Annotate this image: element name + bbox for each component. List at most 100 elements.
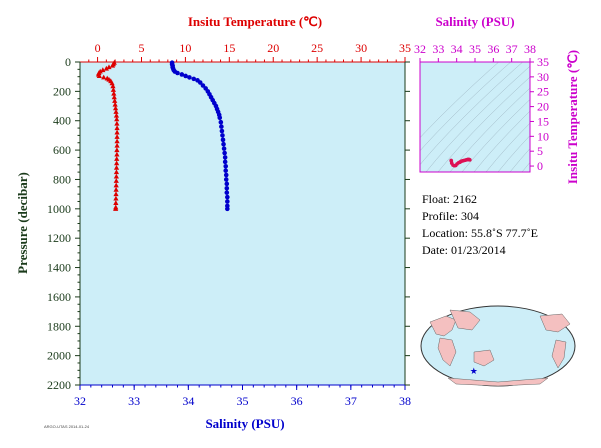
ts-density-contour xyxy=(420,62,512,152)
temperature-point xyxy=(113,200,119,205)
pressure-tick-label: 1800 xyxy=(47,319,71,333)
salinity-point xyxy=(222,155,228,160)
salinity-point xyxy=(223,168,229,173)
temperature-point xyxy=(100,67,106,73)
temperature-tick-label: 20 xyxy=(267,41,279,55)
salinity-point xyxy=(224,190,230,195)
ts-temperature-tick-label: 15 xyxy=(537,114,549,128)
salinity-point xyxy=(217,115,223,121)
temperature-point xyxy=(103,65,109,71)
profile-plot-area xyxy=(80,62,405,385)
temperature-point xyxy=(112,101,118,107)
date-label: Date: xyxy=(422,243,448,257)
ts-density-contour xyxy=(485,122,530,172)
salinity-point xyxy=(191,76,197,82)
ts-salinity-tick-label: 35 xyxy=(469,42,481,56)
temperature-point xyxy=(113,206,119,211)
temperature-point xyxy=(114,156,120,161)
continent-asia xyxy=(449,309,481,331)
location-value: 55.8˚S 77.7˚E xyxy=(470,226,538,240)
temperature-series xyxy=(95,59,120,211)
salinity-point xyxy=(218,119,224,125)
date-value: 01/23/2014 xyxy=(451,243,506,257)
temperature-tick-label: 10 xyxy=(179,41,191,55)
continent-africa xyxy=(437,337,457,367)
ts-density-contour xyxy=(473,110,530,172)
pressure-tick-label: 200 xyxy=(53,84,71,98)
salinity-point xyxy=(223,177,229,182)
salinity-point xyxy=(223,163,229,169)
pressure-axis-title: Pressure (decibar) xyxy=(15,172,30,274)
world-map: ★ xyxy=(420,305,576,387)
temperature-point xyxy=(96,73,102,78)
ts-salinity-tick-label: 32 xyxy=(414,42,426,56)
pressure-tick-label: 1000 xyxy=(47,202,71,216)
temperature-point xyxy=(111,94,117,100)
pressure-tick-label: 2000 xyxy=(47,349,71,363)
ts-salinity-ticks: 32 33 34 35 36 37 38 xyxy=(414,42,536,62)
ts-density-contour xyxy=(425,65,530,172)
ts-temperature-axis-title: Insitu Temperature (℃) xyxy=(565,50,580,184)
ts-plot-area xyxy=(420,62,530,172)
temperature-point xyxy=(114,116,120,122)
ts-density-contours xyxy=(420,62,530,172)
ts-salinity-tick-label: 38 xyxy=(524,42,536,56)
temperature-point xyxy=(106,64,112,70)
pressure-tick-label: 1200 xyxy=(47,231,71,245)
ts-density-contour xyxy=(497,135,530,172)
salinity-point xyxy=(222,150,227,156)
temperature-point xyxy=(112,105,119,111)
temperature-point xyxy=(109,80,115,86)
temperature-point xyxy=(113,195,119,201)
profile-label: Profile: xyxy=(422,209,458,223)
salinity-tick-label: 34 xyxy=(182,394,194,408)
salinity-tick-label: 33 xyxy=(128,394,140,408)
temperature-point xyxy=(112,98,118,103)
temperature-point xyxy=(114,129,120,135)
temperature-tick-label: 0 xyxy=(95,41,101,55)
ts-density-contour xyxy=(420,62,524,166)
salinity-axis-title: Salinity (PSU) xyxy=(205,416,284,431)
salinity-point xyxy=(200,83,206,88)
temperature-tick-label: 25 xyxy=(311,41,323,55)
pressure-ticks: 0 200 400 600 800 1000 1200 1400 1600 1800 2000 220… xyxy=(47,55,410,392)
salinity-series xyxy=(169,60,230,212)
float-info-location: Location: 55.8˚S 77.7˚E xyxy=(422,226,538,241)
temperature-point xyxy=(113,112,120,118)
salinity-tick-label: 35 xyxy=(237,394,249,408)
salinity-point xyxy=(225,194,230,200)
salinity-point xyxy=(220,133,225,138)
pressure-tick-label: 400 xyxy=(53,114,71,128)
salinity-point xyxy=(219,128,225,134)
ts-salinity-tick-label: 34 xyxy=(451,42,463,56)
ts-temperature-tick-label: 5 xyxy=(537,144,543,158)
salinity-point xyxy=(225,206,230,212)
pressure-tick-label: 600 xyxy=(53,143,71,157)
pressure-tick-label: 1600 xyxy=(47,290,71,304)
salinity-tick-label: 38 xyxy=(399,394,411,408)
watermark: ARGO-UTAS 2014-01-24 xyxy=(44,424,90,429)
salinity-point xyxy=(175,70,180,76)
temperature-tick-label: 30 xyxy=(355,41,367,55)
float-value: 2162 xyxy=(453,192,478,206)
temperature-point xyxy=(110,83,116,89)
temperature-point xyxy=(101,74,107,80)
continent-antarctica xyxy=(447,377,549,387)
salinity-point xyxy=(225,199,230,204)
temperature-point xyxy=(114,138,120,144)
salinity-point xyxy=(220,137,226,143)
ts-temperature-tick-label: 10 xyxy=(537,129,549,143)
salinity-ticks: 32 33 34 35 36 37 38 xyxy=(74,385,411,408)
float-label: Float: xyxy=(422,192,451,206)
continent-south-america xyxy=(551,339,567,369)
continent-europe-asia-west xyxy=(429,315,457,337)
temperature-point xyxy=(114,142,120,148)
temperature-point xyxy=(113,109,119,114)
float-info-profile: Profile: 304 xyxy=(422,209,479,224)
ts-salinity-tick-label: 33 xyxy=(432,42,444,56)
temperature-point xyxy=(114,160,120,166)
salinity-point xyxy=(224,185,230,191)
temperature-point xyxy=(111,90,117,96)
ts-density-contour xyxy=(449,87,530,172)
ts-density-contour xyxy=(461,99,530,172)
